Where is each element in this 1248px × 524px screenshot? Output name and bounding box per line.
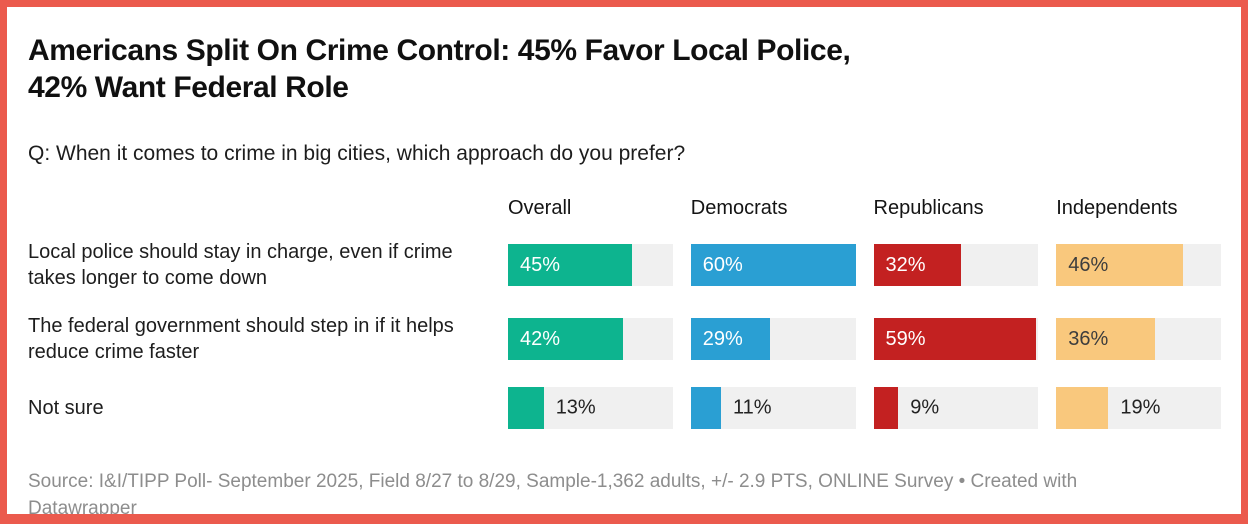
bar-track-overall: 45%: [508, 244, 673, 287]
bar-overall[interactable]: 42%: [508, 318, 624, 361]
bar-track-overall: 42%: [508, 318, 673, 361]
chart-row-the-federal-government-should-: The federal government should step in if…: [28, 313, 1221, 365]
bar-track-democrats: 29%: [690, 318, 856, 361]
bar-value-label: 60%: [702, 253, 743, 276]
bar-value-label: 29%: [702, 327, 743, 350]
column-headers-row: Overall Democrats Republicans Independents: [28, 197, 1221, 220]
chart-row-local-police-should-stay-in-ch: Local police should stay in charge, even…: [28, 239, 1221, 291]
bar-democrats[interactable]: [690, 387, 721, 430]
bar-track-independents: 19%: [1056, 387, 1221, 430]
bar-value-label: 36%: [1068, 327, 1109, 350]
chart-row-not-sure: Not sure 13% 11% 9% 19%: [28, 387, 1221, 430]
chart-title-line-2: 42% Want Federal Role: [28, 70, 349, 104]
bar-overall[interactable]: [508, 387, 544, 430]
bar-value-label: 45%: [520, 253, 561, 276]
bar-track-democrats: 11%: [690, 387, 856, 430]
bar-republicans[interactable]: 32%: [873, 244, 962, 287]
chart-title: Americans Split On Crime Control: 45% Fa…: [28, 33, 1221, 107]
bar-track-republicans: 59%: [873, 318, 1039, 361]
bar-value-label: 59%: [885, 327, 926, 350]
bar-track-independents: 46%: [1056, 244, 1221, 287]
bar-track-overall: 13%: [508, 387, 673, 430]
chart-rows: Local police should stay in charge, even…: [28, 239, 1221, 430]
source-note-line-2: Datawrapper: [28, 497, 137, 519]
bar-republicans[interactable]: 59%: [873, 318, 1036, 361]
bar-track-democrats: 60%: [690, 244, 856, 287]
bar-value-label: 46%: [1068, 253, 1109, 276]
bar-value-label: 42%: [520, 327, 561, 350]
row-label: The federal government should step in if…: [28, 315, 454, 364]
source-note-line-1: Source: I&I/TIPP Poll- September 2025, F…: [28, 471, 1078, 493]
bar-democrats[interactable]: 29%: [690, 318, 771, 361]
bar-value-label: 19%: [1120, 396, 1161, 419]
row-label: Local police should stay in charge, even…: [28, 241, 453, 290]
column-header-independents: Independents: [1056, 197, 1178, 220]
bar-independents[interactable]: 46%: [1056, 244, 1183, 287]
bar-value-label: 13%: [555, 396, 596, 419]
bar-independents[interactable]: [1056, 387, 1109, 430]
column-header-democrats: Democrats: [690, 197, 788, 220]
chart-title-line-1: Americans Split On Crime Control: 45% Fa…: [28, 34, 851, 67]
bar-democrats[interactable]: 60%: [690, 244, 856, 287]
bar-track-republicans: 9%: [873, 387, 1039, 430]
bar-overall[interactable]: 45%: [508, 244, 632, 287]
column-header-overall: Overall: [508, 197, 572, 220]
bar-track-independents: 36%: [1056, 318, 1221, 361]
column-header-republicans: Republicans: [873, 197, 984, 220]
bar-republicans[interactable]: [873, 387, 899, 430]
bar-independents[interactable]: 36%: [1056, 318, 1156, 361]
bar-value-label: 9%: [910, 396, 940, 419]
bar-value-label: 32%: [885, 253, 926, 276]
chart-subtitle: Q: When it comes to crime in big cities,…: [28, 141, 686, 165]
bar-track-republicans: 32%: [873, 244, 1039, 287]
bar-value-label: 11%: [732, 396, 772, 419]
source-note: Source: I&I/TIPP Poll- September 2025, F…: [28, 469, 1221, 519]
row-label: Not sure: [28, 397, 104, 420]
